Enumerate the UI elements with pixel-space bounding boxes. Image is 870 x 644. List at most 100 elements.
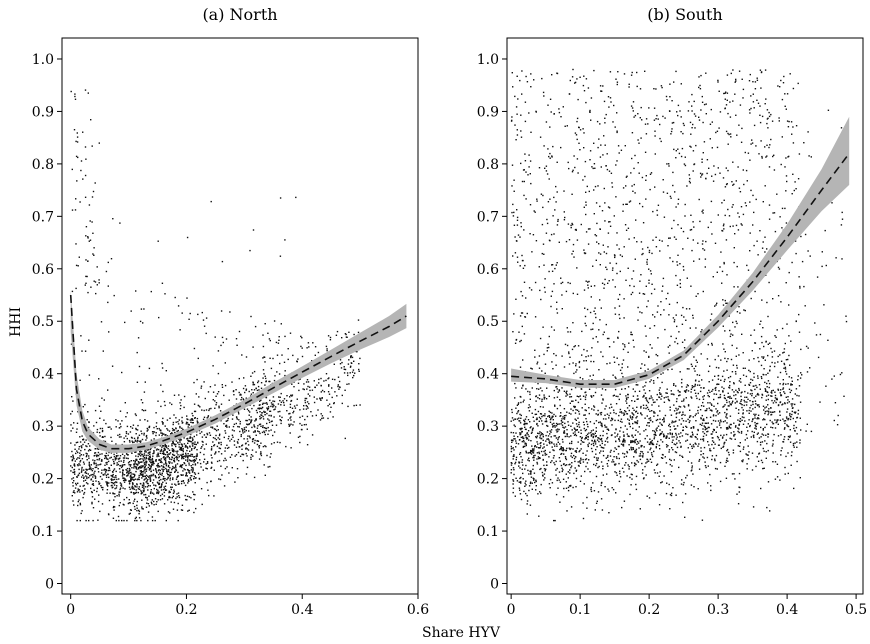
data-point <box>510 450 513 453</box>
data-point <box>165 467 167 470</box>
data-point <box>543 95 545 97</box>
data-point <box>86 454 88 457</box>
data-point <box>96 266 98 268</box>
data-point <box>119 464 121 467</box>
data-point <box>542 475 544 477</box>
data-point <box>184 445 187 447</box>
data-point <box>192 438 194 441</box>
data-point <box>751 379 754 381</box>
data-point <box>137 453 139 455</box>
data-point <box>771 399 773 402</box>
data-point <box>524 482 526 484</box>
data-point <box>140 458 142 460</box>
data-point <box>588 388 591 390</box>
data-point <box>203 409 205 412</box>
data-point <box>252 431 255 433</box>
data-point <box>180 474 182 476</box>
data-point <box>737 445 739 447</box>
data-point <box>202 444 204 446</box>
data-point <box>572 432 575 434</box>
data-point <box>568 412 570 414</box>
data-point <box>261 403 264 405</box>
data-point <box>679 454 681 457</box>
data-point <box>552 419 554 421</box>
data-point <box>206 417 208 419</box>
data-point <box>651 454 653 456</box>
data-point <box>633 465 636 467</box>
data-point <box>94 477 97 479</box>
data-point <box>171 468 173 471</box>
data-point <box>647 401 650 404</box>
data-point <box>592 482 594 484</box>
data-point <box>232 436 234 438</box>
data-point <box>534 454 536 457</box>
data-point <box>168 430 171 432</box>
data-point <box>552 426 554 428</box>
data-point <box>712 437 714 439</box>
data-point <box>533 456 535 459</box>
data-point <box>752 408 754 410</box>
data-point <box>628 422 630 424</box>
data-point <box>784 427 786 429</box>
data-point <box>175 484 177 486</box>
data-point <box>177 441 179 444</box>
data-point <box>267 466 269 468</box>
data-point <box>140 474 143 476</box>
data-point <box>512 483 514 485</box>
data-point <box>88 204 91 206</box>
data-point <box>296 404 298 406</box>
data-point <box>551 482 554 484</box>
data-point <box>83 441 86 443</box>
data-point <box>162 390 164 393</box>
data-point <box>697 412 699 414</box>
data-point <box>358 368 360 371</box>
data-point <box>168 491 170 494</box>
data-point <box>635 450 637 452</box>
data-point <box>109 492 111 494</box>
data-point <box>660 423 663 426</box>
data-point <box>124 488 126 490</box>
data-point <box>782 388 784 390</box>
data-point <box>93 455 95 457</box>
data-point <box>146 486 149 488</box>
data-point <box>180 443 182 445</box>
data-point <box>158 486 161 489</box>
data-point <box>629 415 631 417</box>
data-point <box>634 390 636 393</box>
data-point <box>145 477 147 479</box>
data-point <box>183 406 185 409</box>
data-point <box>79 379 81 381</box>
data-point <box>328 385 330 387</box>
data-point <box>744 420 746 422</box>
data-point <box>759 105 761 107</box>
data-point <box>525 480 527 482</box>
data-point <box>631 478 633 480</box>
data-point <box>771 390 773 392</box>
data-point <box>642 455 644 457</box>
data-point <box>690 391 692 393</box>
data-point <box>567 223 570 225</box>
data-point <box>87 426 90 429</box>
data-point <box>592 167 594 170</box>
data-point <box>288 423 290 426</box>
data-point <box>91 473 93 476</box>
data-point <box>188 464 190 466</box>
data-point <box>157 482 159 484</box>
data-point <box>650 447 652 449</box>
data-point <box>121 420 123 422</box>
fit-line <box>69 294 407 450</box>
data-point <box>215 404 217 406</box>
data-point <box>156 492 158 494</box>
data-point <box>542 459 544 461</box>
data-point <box>173 459 176 461</box>
data-point <box>659 432 662 435</box>
data-point <box>248 430 250 432</box>
data-point <box>744 384 746 386</box>
data-point <box>556 479 558 482</box>
data-point <box>741 404 743 406</box>
data-point <box>83 463 85 465</box>
data-point <box>729 375 732 378</box>
data-point <box>84 89 87 91</box>
data-point <box>793 411 796 413</box>
data-point <box>772 411 774 413</box>
